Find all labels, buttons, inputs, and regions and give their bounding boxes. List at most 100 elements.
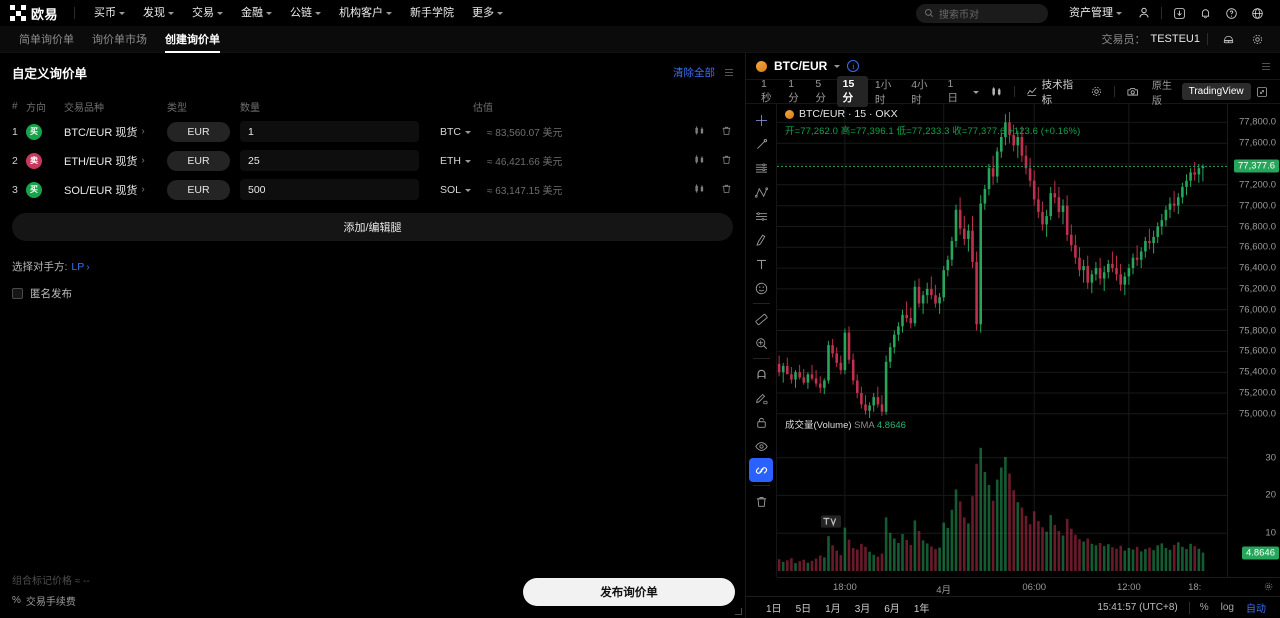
chevron-down-icon[interactable] bbox=[834, 65, 841, 68]
unit-selector[interactable]: ETH bbox=[427, 155, 473, 167]
notifications-button[interactable] bbox=[1192, 0, 1218, 26]
price-axis[interactable]: 77,800.077,600.077,400.077,200.077,000.0… bbox=[1227, 104, 1280, 577]
timeframe-1小时[interactable]: 1小时 bbox=[874, 78, 892, 106]
pattern-icon[interactable] bbox=[749, 204, 773, 228]
timeframe-more-chevron-icon[interactable] bbox=[972, 90, 979, 94]
indicators-button[interactable]: 技术指标 bbox=[1021, 77, 1085, 107]
rfq-tab-2[interactable]: 创建询价单 bbox=[156, 26, 229, 53]
nav-item-1[interactable]: 发现 bbox=[134, 0, 183, 26]
fib-icon[interactable] bbox=[749, 180, 773, 204]
chart-settings-button[interactable] bbox=[1085, 85, 1108, 98]
panel-menu-icon[interactable] bbox=[725, 68, 733, 76]
clear-all-button[interactable]: 清除全部 bbox=[673, 66, 715, 79]
chart-type-button[interactable] bbox=[985, 85, 1008, 98]
price-chart-canvas[interactable]: BTC/EUR · 15 · OKX 开=77,262.0 高=77,396.1… bbox=[777, 104, 1227, 577]
user-account-button[interactable] bbox=[1131, 0, 1157, 26]
current-price-badge: 77,377.6 bbox=[1234, 159, 1279, 173]
brush-icon[interactable] bbox=[749, 228, 773, 252]
candlestick-chart-icon[interactable] bbox=[693, 153, 706, 169]
currency-type-pill[interactable]: EUR bbox=[167, 150, 230, 171]
nav-item-3[interactable]: 金融 bbox=[232, 0, 281, 26]
okx-logo[interactable]: 欧易 bbox=[10, 4, 58, 23]
emoji-icon[interactable] bbox=[749, 276, 773, 300]
screenshot-button[interactable] bbox=[1121, 85, 1145, 98]
language-button[interactable] bbox=[1244, 0, 1270, 26]
pencil-lock-icon[interactable] bbox=[749, 386, 773, 410]
anonymous-publish-checkbox[interactable]: 匿名发布 bbox=[12, 286, 733, 301]
delete-row-icon[interactable] bbox=[720, 182, 733, 198]
quantity-input[interactable] bbox=[240, 179, 419, 200]
nav-item-5[interactable]: 机构客户 bbox=[330, 0, 401, 26]
nav-item-2[interactable]: 交易 bbox=[183, 0, 232, 26]
publish-rfq-button[interactable]: 发布询价单 bbox=[523, 578, 735, 606]
timeframe-4小时[interactable]: 4小时 bbox=[911, 78, 928, 106]
scale-button-1[interactable]: log bbox=[1220, 602, 1234, 613]
delete-row-icon[interactable] bbox=[720, 153, 733, 169]
view-mode-0[interactable]: 原生版 bbox=[1151, 80, 1172, 107]
add-edit-leg-button[interactable]: 添加/编辑腿 bbox=[12, 213, 733, 241]
fullscreen-button[interactable] bbox=[1253, 82, 1271, 102]
rfq-tab-1[interactable]: 询价单市场 bbox=[92, 34, 147, 46]
timeframe-1日[interactable]: 1日 bbox=[947, 78, 959, 104]
text-icon[interactable] bbox=[749, 252, 773, 276]
nav-item-4[interactable]: 公链 bbox=[281, 0, 330, 26]
unit-selector[interactable]: BTC bbox=[427, 126, 473, 138]
scale-button-0[interactable]: % bbox=[1199, 602, 1209, 613]
search-input[interactable]: 搜索币对 bbox=[916, 3, 1048, 23]
range-3月[interactable]: 3月 bbox=[854, 604, 871, 615]
ruler-icon[interactable] bbox=[749, 307, 773, 331]
helmet-icon[interactable] bbox=[1215, 26, 1241, 52]
currency-type-pill[interactable]: EUR bbox=[167, 179, 230, 200]
chart-menu-icon[interactable] bbox=[1262, 62, 1270, 70]
magnet-icon[interactable] bbox=[749, 362, 773, 386]
info-icon[interactable]: i bbox=[847, 60, 860, 72]
currency-type-pill[interactable]: EUR bbox=[167, 121, 230, 142]
quantity-input[interactable] bbox=[240, 150, 419, 171]
counterparty-value-button[interactable]: LP › bbox=[71, 261, 89, 273]
candlestick-chart-icon[interactable] bbox=[693, 182, 706, 198]
side-badge[interactable]: 买 bbox=[26, 181, 42, 198]
axis-settings-icon[interactable] bbox=[1263, 581, 1274, 595]
range-1日[interactable]: 1日 bbox=[766, 604, 782, 615]
side-badge[interactable]: 卖 bbox=[26, 152, 42, 169]
rfq-tabs: 简单询价单 询价单市场 创建询价单 bbox=[10, 26, 229, 53]
range-1月[interactable]: 1月 bbox=[825, 604, 841, 615]
nav-item-7[interactable]: 更多 bbox=[463, 0, 512, 26]
resize-handle[interactable] bbox=[735, 608, 742, 615]
candlestick-chart-icon[interactable] bbox=[693, 124, 706, 140]
timeframe-1分[interactable]: 1分 bbox=[788, 78, 799, 104]
crosshair-icon[interactable] bbox=[749, 108, 773, 132]
symbol-selector[interactable]: BTC/EUR 现货 › bbox=[64, 124, 167, 140]
horizontal-lines-icon[interactable] bbox=[749, 156, 773, 180]
settings-gear-icon[interactable] bbox=[1244, 26, 1270, 52]
rfq-tab-0[interactable]: 简单询价单 bbox=[19, 34, 74, 46]
zoom-icon[interactable] bbox=[749, 331, 773, 355]
unit-selector[interactable]: SOL bbox=[427, 184, 473, 196]
symbol-selector[interactable]: SOL/EUR 现货 › bbox=[64, 182, 167, 198]
side-badge[interactable]: 买 bbox=[26, 123, 42, 140]
price-tick-label: 75,800.0 bbox=[1239, 325, 1276, 336]
nav-item-6[interactable]: 新手学院 bbox=[401, 0, 463, 26]
timeframe-5分[interactable]: 5分 bbox=[815, 78, 826, 104]
symbol-selector[interactable]: ETH/EUR 现货 › bbox=[64, 153, 167, 169]
range-6月[interactable]: 6月 bbox=[884, 604, 900, 615]
range-5日[interactable]: 5日 bbox=[795, 604, 812, 615]
eye-icon[interactable] bbox=[749, 434, 773, 458]
trendline-icon[interactable] bbox=[749, 132, 773, 156]
delete-row-icon[interactable] bbox=[720, 124, 733, 140]
time-axis[interactable]: 18:00 4月 06:00 12:00 18: bbox=[777, 577, 1280, 596]
trash-icon[interactable] bbox=[749, 489, 773, 513]
download-app-button[interactable] bbox=[1166, 0, 1192, 26]
timeframe-15分[interactable]: 15分 bbox=[836, 76, 868, 107]
help-button[interactable] bbox=[1218, 0, 1244, 26]
lock-icon[interactable] bbox=[749, 410, 773, 434]
view-mode-1[interactable]: TradingView bbox=[1181, 83, 1251, 100]
range-1年[interactable]: 1年 bbox=[913, 604, 930, 615]
quantity-input[interactable] bbox=[240, 121, 419, 142]
scale-button-2[interactable]: 自动 bbox=[1246, 604, 1266, 615]
timeframe-1秒[interactable]: 1秒 bbox=[761, 78, 772, 104]
nav-item-0[interactable]: 买币 bbox=[85, 0, 134, 26]
link-icon[interactable] bbox=[749, 458, 773, 482]
asset-management-menu[interactable]: 资产管理 bbox=[1060, 0, 1131, 26]
